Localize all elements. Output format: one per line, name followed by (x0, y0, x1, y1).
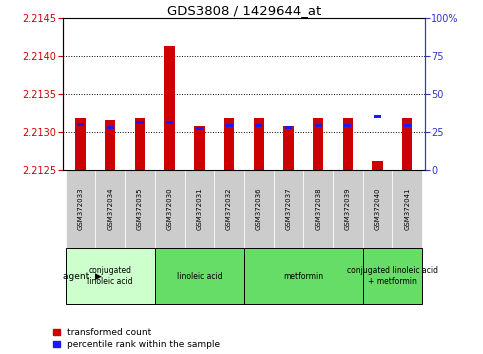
Bar (374, 115, 381, 118)
Text: GSM372040: GSM372040 (374, 188, 381, 230)
Text: GSM372033: GSM372033 (78, 188, 84, 230)
Text: GSM372032: GSM372032 (226, 188, 232, 230)
Bar (66, 170, 96, 248)
Text: metformin: metformin (283, 272, 323, 281)
Text: GSM372038: GSM372038 (315, 188, 321, 230)
Bar (372, 161, 383, 170)
Text: GSM372035: GSM372035 (137, 188, 143, 230)
Bar (344, 124, 352, 127)
Bar (244, 170, 273, 248)
Text: conjugated
linoleic acid: conjugated linoleic acid (87, 267, 133, 286)
Bar (214, 170, 244, 248)
Bar (155, 170, 185, 248)
Bar (66, 248, 155, 304)
Text: GSM372034: GSM372034 (107, 188, 114, 230)
Bar (105, 120, 115, 170)
Bar (136, 121, 143, 124)
Text: GSM372036: GSM372036 (256, 188, 262, 230)
Bar (363, 170, 392, 248)
Text: conjugated linoleic acid
+ metformin: conjugated linoleic acid + metformin (347, 267, 438, 286)
Bar (273, 170, 303, 248)
Bar (77, 123, 84, 126)
Bar (185, 170, 214, 248)
Bar (402, 118, 412, 170)
Bar (165, 46, 175, 170)
Text: GSM372039: GSM372039 (345, 188, 351, 230)
Bar (224, 118, 234, 170)
Bar (107, 126, 114, 129)
Bar (96, 170, 125, 248)
Text: GSM372031: GSM372031 (197, 188, 202, 230)
Legend: transformed count, percentile rank within the sample: transformed count, percentile rank withi… (53, 329, 220, 349)
Bar (135, 118, 145, 170)
Bar (196, 127, 203, 130)
Text: GSM372041: GSM372041 (404, 188, 410, 230)
Bar (314, 124, 322, 127)
Bar (313, 118, 323, 170)
Text: agent  ▶: agent ▶ (63, 272, 101, 281)
Bar (255, 124, 262, 127)
Bar (283, 126, 294, 170)
Bar (404, 124, 411, 127)
Bar (285, 126, 292, 129)
Text: GSM372037: GSM372037 (285, 188, 291, 230)
Bar (303, 170, 333, 248)
Bar (333, 170, 363, 248)
Bar (254, 118, 264, 170)
Bar (244, 248, 363, 304)
Bar (75, 118, 86, 170)
Title: GDS3808 / 1429644_at: GDS3808 / 1429644_at (167, 4, 321, 17)
Text: linoleic acid: linoleic acid (177, 272, 222, 281)
Text: GSM372030: GSM372030 (167, 188, 173, 230)
Bar (194, 126, 205, 170)
Bar (363, 248, 422, 304)
Bar (125, 170, 155, 248)
Bar (226, 124, 233, 127)
Bar (342, 118, 353, 170)
Bar (392, 170, 422, 248)
Bar (155, 248, 244, 304)
Bar (166, 121, 173, 124)
